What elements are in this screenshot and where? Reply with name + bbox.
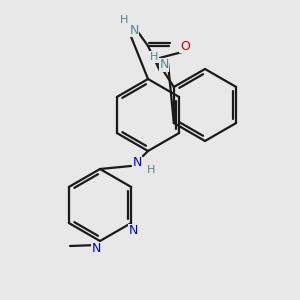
Text: N: N	[128, 224, 138, 238]
Text: N: N	[159, 58, 169, 71]
Text: N: N	[91, 242, 101, 256]
Text: H: H	[147, 165, 155, 175]
Text: H: H	[120, 15, 128, 25]
Text: H: H	[150, 52, 158, 62]
Text: O: O	[180, 40, 190, 52]
Text: N: N	[132, 155, 142, 169]
Text: N: N	[129, 23, 139, 37]
